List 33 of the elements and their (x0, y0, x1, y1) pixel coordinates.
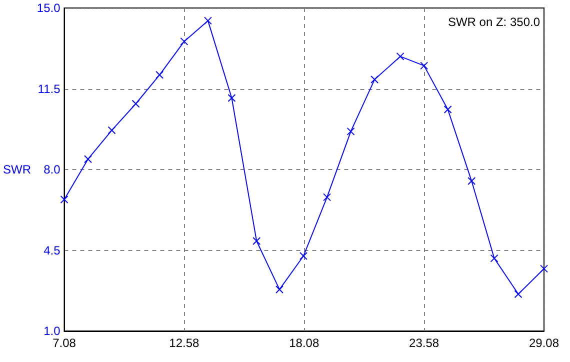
point (228, 94, 236, 102)
point (252, 237, 261, 246)
point (396, 52, 404, 60)
point (204, 16, 212, 25)
point (323, 193, 332, 202)
y-tick-label: 4.5 (44, 243, 61, 258)
x-tick-label: 23.58 (409, 336, 440, 350)
point (468, 177, 476, 186)
point (156, 70, 164, 79)
point (420, 62, 428, 70)
y-tick-label: 8.0 (44, 162, 61, 176)
point (346, 127, 355, 136)
point (490, 254, 498, 262)
point (444, 106, 452, 114)
point (108, 126, 116, 134)
point (370, 76, 379, 84)
x-tick-label: 12.58 (169, 336, 200, 350)
point (84, 155, 92, 164)
y-axis-title: SWR (2, 162, 32, 176)
point (299, 252, 308, 260)
y-tick-label: 11.5 (38, 82, 61, 96)
y-tick-label: 15.0 (36, 1, 61, 15)
point (514, 290, 522, 298)
point (275, 285, 284, 294)
x-tick-label: 18.08 (289, 336, 320, 350)
x-tick-label: 7.08 (52, 336, 76, 350)
point (180, 37, 188, 46)
x-tick-label: 29.08 (528, 336, 560, 350)
point (540, 264, 548, 273)
y-tick-label: 1.0 (44, 324, 61, 338)
annotation: SWR on Z: 350.0 (448, 15, 540, 29)
point (132, 100, 140, 108)
point (60, 195, 68, 204)
